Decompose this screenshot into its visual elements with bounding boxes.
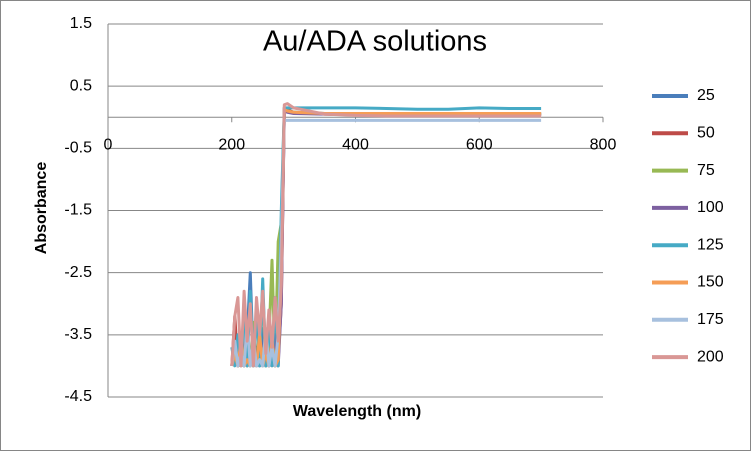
x-axis-title: Wavelength (nm) [293, 403, 421, 420]
y-tick-label: -0.5 [64, 140, 92, 157]
x-tick-label: 600 [466, 136, 493, 153]
legend-label: 175 [697, 311, 724, 328]
x-tick-label: 800 [590, 136, 617, 153]
series-line [230, 118, 542, 368]
y-tick-label: -2.5 [64, 264, 92, 281]
x-tick-label: 0 [104, 136, 113, 153]
legend-label: 100 [697, 199, 724, 216]
legend-label: 200 [697, 348, 724, 365]
x-tick-label: 200 [218, 136, 245, 153]
legend-label: 50 [697, 125, 715, 142]
legend-label: 75 [697, 162, 715, 179]
y-tick-label: -4.5 [64, 388, 92, 405]
x-tick-label: 400 [342, 136, 369, 153]
legend-label: 25 [697, 87, 715, 104]
y-tick-label: 1.5 [70, 15, 92, 32]
y-axis-title: Absorbance [33, 162, 50, 255]
y-tick-label: 0.5 [70, 77, 92, 94]
legend-label: 150 [697, 274, 724, 291]
series-line [230, 102, 542, 368]
y-tick-label: -3.5 [64, 326, 92, 343]
chart-title: Au/ADA solutions [263, 26, 487, 58]
y-tick-label: -1.5 [64, 202, 92, 219]
legend-label: 125 [697, 236, 724, 253]
